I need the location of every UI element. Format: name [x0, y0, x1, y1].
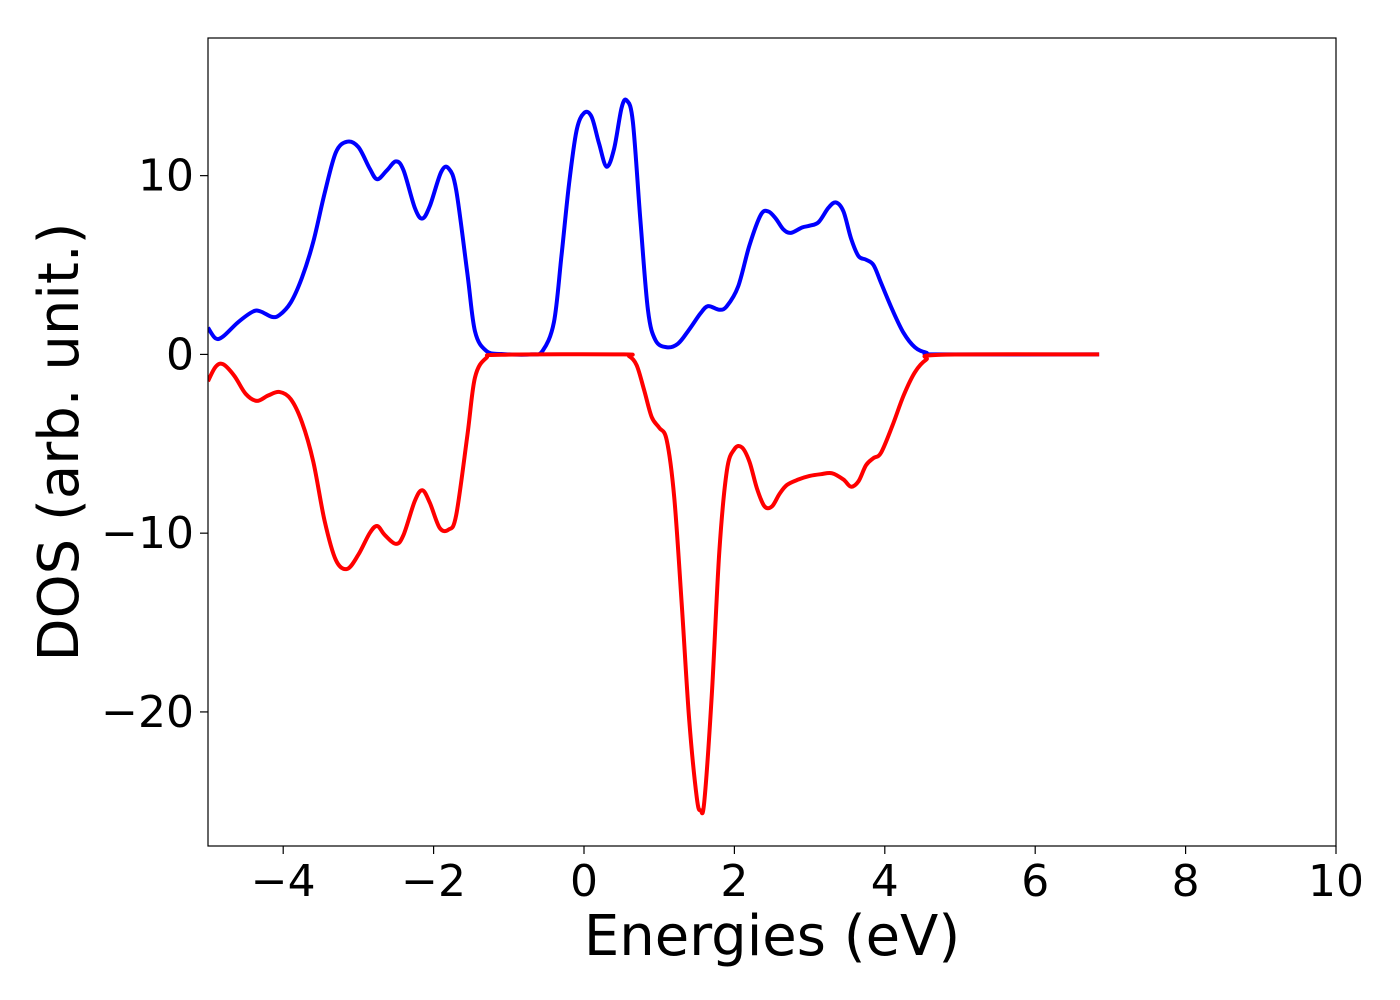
series-layer [208, 97, 1100, 816]
x-tick-label: 2 [720, 856, 748, 907]
plot-frame [207, 37, 1337, 847]
x-tick-label: 6 [1021, 856, 1049, 907]
x-axis: −4 −2 0 2 4 6 8 10 [251, 846, 1364, 907]
y-axis: 10 0 −10 −20 [101, 151, 208, 738]
series-line-red [208, 352, 1100, 816]
x-tick-label: 10 [1308, 856, 1364, 907]
x-axis-label: Energies (eV) [584, 904, 960, 969]
y-tick-label: −20 [101, 687, 194, 738]
y-tick-label: 10 [138, 151, 194, 202]
x-tick-label: 8 [1172, 856, 1200, 907]
y-axis-label: DOS (arb. unit.) [27, 222, 92, 661]
x-tick-label: −2 [401, 856, 466, 907]
y-tick-label: −10 [101, 508, 194, 559]
x-tick-label: 0 [570, 856, 598, 907]
series-line-blue [208, 97, 1100, 357]
y-tick-label: 0 [166, 329, 194, 380]
x-tick-label: 4 [871, 856, 899, 907]
x-tick-label: −4 [251, 856, 316, 907]
